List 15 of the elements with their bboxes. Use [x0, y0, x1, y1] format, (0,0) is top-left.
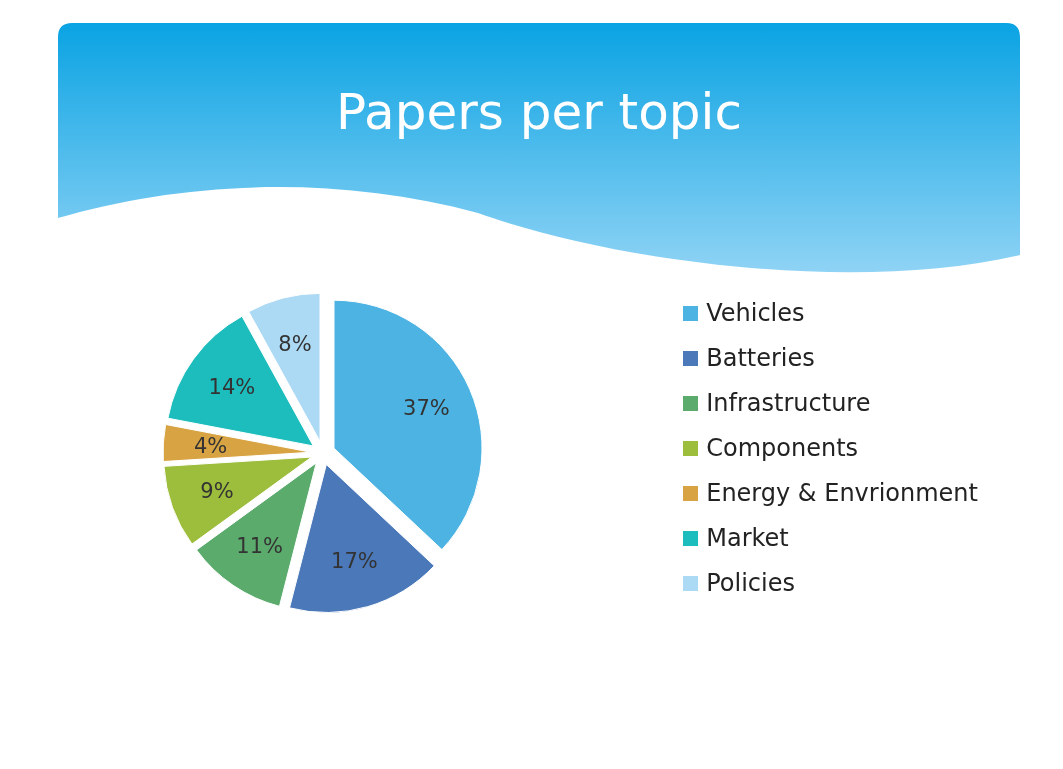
data-label: 17%	[331, 549, 378, 574]
legend-label: Infrastructure	[706, 389, 871, 417]
legend-label: Components	[706, 434, 859, 462]
legend-label: Policies	[706, 569, 795, 597]
data-label: 14%	[208, 374, 256, 399]
data-label: 37%	[403, 396, 450, 421]
legend-label: Vehicles	[706, 299, 805, 327]
legend-label: Energy & Envrionment	[706, 479, 978, 507]
data-label: 4%	[193, 433, 228, 458]
chart-title: Papers per topic	[335, 83, 743, 141]
legend-label: Market	[706, 524, 789, 552]
data-label: 11%	[236, 534, 284, 559]
data-label: 9%	[200, 479, 234, 504]
data-label: 8%	[278, 331, 312, 356]
legend-label: Batteries	[706, 344, 815, 372]
